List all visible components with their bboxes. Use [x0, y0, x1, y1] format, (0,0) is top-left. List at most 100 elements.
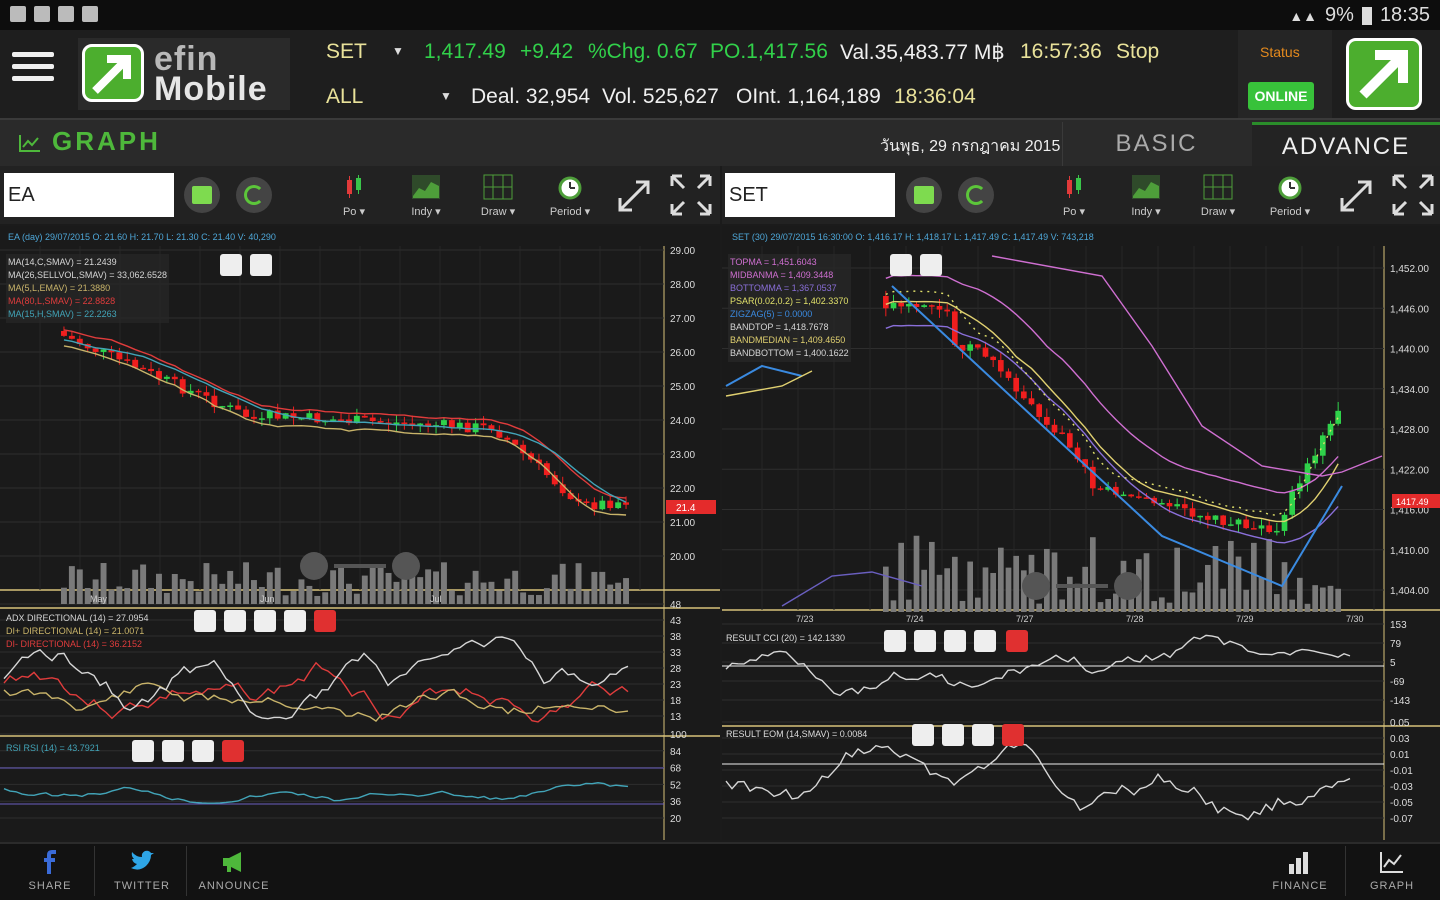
right-refresh-icon[interactable]: [958, 177, 994, 213]
board-selector[interactable]: ALL: [326, 85, 364, 108]
settings-icon[interactable]: [972, 724, 994, 746]
volume-bar: [298, 579, 305, 604]
market-dropdown-icon[interactable]: ▼: [392, 44, 404, 58]
left-chart-canvas[interactable]: 29.00 28.00 27.00 26.00 25.00 24.00 23.00 22.00…: [0, 226, 720, 840]
volume-bar: [559, 563, 566, 604]
right-fullscreen-icon[interactable]: [1392, 174, 1434, 216]
left-period-tool[interactable]: Period ▾: [542, 168, 598, 226]
left-draw-tool-label: Draw ▾: [480, 206, 516, 218]
board-dropdown-icon[interactable]: ▼: [440, 89, 452, 103]
settings-icon[interactable]: [974, 630, 996, 652]
candle-body: [187, 390, 194, 394]
add-icon[interactable]: [194, 610, 216, 632]
candle-body: [1097, 488, 1104, 490]
candle-body: [967, 344, 973, 351]
candle-body: [952, 311, 958, 345]
axis-tick-label: 25.00: [670, 382, 695, 393]
market-time: 16:57:36: [1020, 40, 1102, 63]
tab-advance[interactable]: ADVANCE: [1252, 122, 1440, 166]
edit-icon[interactable]: [942, 724, 964, 746]
volume-bar: [599, 571, 606, 604]
tab-row: [0, 118, 1440, 166]
hamburger-menu-icon[interactable]: [12, 52, 54, 88]
right-symbol-input[interactable]: [725, 173, 895, 217]
candle-body: [314, 413, 321, 423]
twitter-label: TWITTER: [114, 880, 170, 892]
candle-body: [156, 371, 162, 379]
close-icon[interactable]: [222, 740, 244, 762]
left-symbol-input[interactable]: [4, 173, 174, 217]
settings-icon[interactable]: [192, 740, 214, 762]
right-chart-canvas[interactable]: 1,452.00 1,446.00 1,440.00 1,434.00 1,428.00…: [722, 226, 1440, 840]
candle-body: [330, 419, 337, 421]
candle-body: [1335, 410, 1341, 424]
volume-bar: [211, 574, 218, 604]
close-icon[interactable]: [314, 610, 336, 632]
settings-icon[interactable]: [284, 610, 306, 632]
twitter-button[interactable]: TWITTER: [96, 846, 188, 898]
edit-icon[interactable]: [224, 610, 246, 632]
volume-bar: [1143, 553, 1150, 612]
left-refresh-icon[interactable]: [236, 177, 272, 213]
volume-bar: [361, 575, 368, 604]
axis-tick-label: -143: [1390, 696, 1410, 707]
left-price-tool[interactable]: Po ▾: [326, 168, 382, 226]
left-fullscreen-icon[interactable]: [670, 174, 712, 216]
right-indicator-tool[interactable]: Indy ▾: [1118, 168, 1174, 226]
graph-button[interactable]: GRAPH: [1346, 846, 1438, 898]
finance-button[interactable]: FINANCE: [1254, 846, 1346, 898]
right-chart-pane[interactable]: SET (30) 29/07/2015 16:30:00 O: 1,416.17…: [722, 226, 1440, 840]
left-draw-tool[interactable]: Draw ▾: [470, 168, 526, 226]
right-calendar-icon[interactable]: [906, 177, 942, 213]
add-icon[interactable]: [912, 724, 934, 746]
edit-icon[interactable]: [220, 254, 242, 276]
brand-arrow-icon[interactable]: [1346, 38, 1422, 110]
market-selector[interactable]: SET: [326, 40, 367, 63]
announce-button[interactable]: ANNOUNCE: [188, 846, 280, 898]
volume-bar: [1289, 599, 1295, 612]
edit-icon[interactable]: [162, 740, 184, 762]
add-icon[interactable]: [920, 254, 942, 276]
candle-body: [1220, 515, 1226, 525]
candle-body: [982, 347, 989, 357]
volume-bar: [1304, 603, 1311, 612]
page-title: GRAPH: [52, 126, 161, 156]
efin-mobile-logo: efin Mobile: [78, 38, 290, 110]
axis-tick-label: 1,440.00: [1390, 345, 1429, 356]
zoom-slider[interactable]: [1022, 572, 1142, 600]
left-calendar-icon[interactable]: [184, 177, 220, 213]
left-chart-pane[interactable]: EA (day) 29/07/2015 O: 21.60 H: 21.70 L:…: [0, 226, 720, 840]
add-icon[interactable]: [254, 610, 276, 632]
close-icon[interactable]: [1002, 724, 1024, 746]
legend-entry: DI+ DIRECTIONAL (14) = 21.0071: [6, 626, 145, 636]
close-icon[interactable]: [1006, 630, 1028, 652]
left-indicator-tool[interactable]: Indy ▾: [398, 168, 454, 226]
divider: [94, 846, 95, 896]
announce-label: ANNOUNCE: [198, 880, 270, 892]
right-eom-legend: RESULT EOM (14,SMAV) = 0.0084: [726, 729, 868, 739]
candle-body: [369, 417, 376, 422]
edit-icon[interactable]: [890, 254, 912, 276]
candle-body: [148, 368, 154, 372]
add-icon[interactable]: [250, 254, 272, 276]
edit-icon[interactable]: [914, 630, 936, 652]
candle-body: [243, 409, 249, 417]
candle-body: [504, 437, 511, 440]
right-period-tool[interactable]: Period ▾: [1262, 168, 1318, 226]
zoom-slider[interactable]: [300, 552, 420, 580]
signal-icon: ▲▲: [1289, 7, 1318, 24]
legend-entry: DI- DIRECTIONAL (14) = 36.2152: [6, 639, 142, 649]
add-icon[interactable]: [944, 630, 966, 652]
add-icon[interactable]: [884, 630, 906, 652]
tab-basic[interactable]: BASIC: [1062, 122, 1250, 166]
right-expand-icon[interactable]: [1336, 176, 1376, 216]
legend-entry: MIDBANMA = 1,409.3448: [730, 270, 834, 280]
right-draw-tool[interactable]: Draw ▾: [1190, 168, 1246, 226]
candle-body: [1182, 504, 1188, 509]
add-icon[interactable]: [132, 740, 154, 762]
share-button[interactable]: SHARE: [4, 846, 96, 898]
volume-bar: [623, 578, 629, 604]
axis-tick-label: 33: [670, 648, 682, 659]
right-price-tool[interactable]: Po ▾: [1046, 168, 1102, 226]
left-expand-icon[interactable]: [614, 176, 654, 216]
